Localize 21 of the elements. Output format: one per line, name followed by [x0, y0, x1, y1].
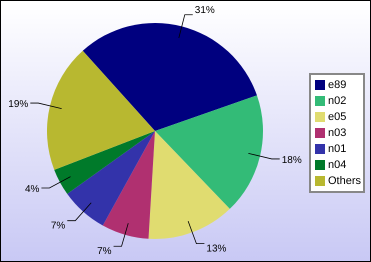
legend-label: e05: [328, 111, 346, 123]
data-label: 18%: [282, 154, 302, 166]
pie-slice: [47, 50, 155, 170]
pie-slice: [82, 23, 257, 131]
legend-label: n03: [328, 127, 346, 139]
legend-label: n01: [328, 143, 346, 155]
legend-label: n04: [328, 159, 346, 171]
pie-slice: [102, 131, 155, 239]
data-label: 19%: [8, 99, 28, 110]
data-label: 31%: [194, 4, 215, 16]
legend-label: n02: [328, 95, 346, 107]
pie-slice: [67, 131, 155, 226]
legend-label: Others: [328, 175, 362, 187]
data-label: 7%: [50, 220, 66, 232]
data-label: 4%: [24, 184, 40, 196]
pie-slice: [54, 131, 155, 194]
legend-label: e89: [328, 79, 346, 91]
data-label: 13%: [206, 244, 227, 255]
data-label: 7%: [97, 246, 112, 258]
pie-slice: [148, 131, 230, 239]
pie-slice: [155, 95, 263, 209]
